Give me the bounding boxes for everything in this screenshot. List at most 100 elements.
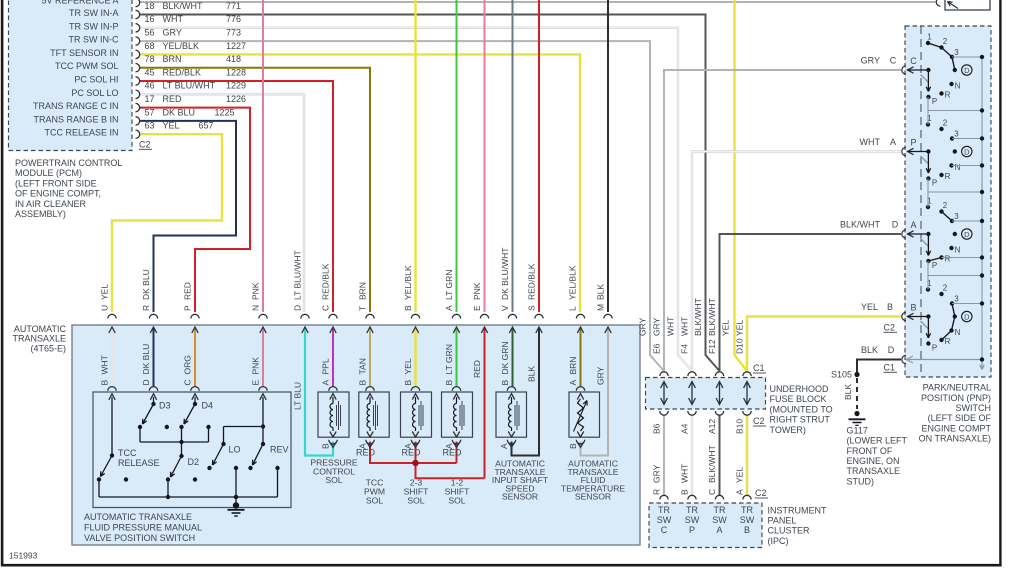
svg-text:B: B [500,380,510,386]
svg-text:A: A [716,525,722,535]
svg-text:ORG: ORG [182,355,192,374]
svg-text:C2: C2 [755,488,767,498]
svg-text:TCC: TCC [118,448,137,458]
svg-text:AUTOMATIC: AUTOMATIC [14,324,67,334]
svg-text:1: 1 [927,197,932,206]
svg-text:VALVE POSITION SWITCH: VALVE POSITION SWITCH [84,533,195,543]
svg-text:B: B [403,380,413,386]
svg-text:SOL: SOL [366,496,383,506]
svg-text:BRN: BRN [163,54,182,64]
svg-text:18: 18 [145,1,155,11]
svg-text:N: N [250,305,260,311]
svg-text:SENSOR: SENSOR [502,492,538,502]
svg-text:D: D [892,220,899,230]
svg-text:TR: TR [686,505,698,515]
svg-text:YEL: YEL [403,358,413,374]
svg-text:TAN: TAN [357,358,367,374]
svg-text:WHT: WHT [679,464,689,483]
svg-text:B: B [910,303,916,313]
svg-text:A4: A4 [679,423,689,434]
svg-text:GRY: GRY [637,317,647,336]
svg-text:(LEFT FRONT SIDE: (LEFT FRONT SIDE [15,178,97,188]
svg-text:776: 776 [226,14,241,24]
svg-text:POWERTRAIN CONTROL: POWERTRAIN CONTROL [15,158,122,168]
svg-text:GRY: GRY [595,366,605,385]
svg-text:N: N [955,246,961,255]
svg-text:RED: RED [401,448,421,458]
svg-text:B: B [320,443,330,449]
svg-text:TR: TR [741,505,753,515]
svg-text:RED/BLK: RED/BLK [526,263,536,300]
svg-text:STUD): STUD) [847,476,875,486]
svg-text:ENGINE COMPT: ENGINE COMPT [921,423,991,433]
svg-text:P: P [182,305,192,311]
svg-text:(LOWER LEFT: (LOWER LEFT [847,436,908,446]
svg-text:TR: TR [658,505,670,515]
svg-text:FLUID: FLUID [581,475,606,485]
svg-text:1225: 1225 [215,107,235,117]
svg-text:YEL: YEL [734,467,744,483]
svg-text:PC SOL LO: PC SOL LO [71,88,118,98]
svg-text:YEL: YEL [734,320,744,336]
svg-text:D: D [964,66,970,75]
svg-text:YEL: YEL [720,320,730,336]
svg-text:A: A [890,137,896,147]
svg-text:D10: D10 [734,338,744,354]
svg-text:BLK/WHT: BLK/WHT [707,298,717,336]
svg-text:D: D [964,230,970,239]
svg-text:C2: C2 [884,323,896,333]
svg-text:SW: SW [685,515,700,525]
svg-text:TOWER): TOWER) [770,425,806,435]
svg-text:PC SOL HI: PC SOL HI [74,75,118,85]
svg-text:C: C [182,379,192,385]
svg-text:5V REFERENCE A: 5V REFERENCE A [41,0,118,6]
svg-text:A: A [444,305,454,311]
svg-text:P: P [689,525,695,535]
svg-text:PNK: PNK [250,357,260,375]
svg-text:OF ENGINE COMPT,: OF ENGINE COMPT, [15,189,101,199]
svg-text:TR SW IN-P: TR SW IN-P [69,21,119,31]
svg-text:MODULE (PCM): MODULE (PCM) [15,168,82,178]
svg-text:B: B [887,302,893,312]
svg-text:B: B [444,380,454,386]
svg-text:57: 57 [145,107,155,117]
svg-text:BLK: BLK [595,284,605,300]
svg-text:2: 2 [943,284,948,293]
svg-text:SW: SW [657,515,672,525]
svg-text:1226: 1226 [226,94,246,104]
svg-text:TR SW IN-A: TR SW IN-A [69,8,119,18]
svg-text:E6: E6 [651,343,661,354]
svg-text:2: 2 [943,201,948,210]
svg-text:GRY: GRY [651,464,661,483]
svg-text:BLK: BLK [526,366,536,382]
svg-text:657: 657 [199,121,214,131]
svg-text:A: A [357,443,367,449]
svg-text:B: B [568,443,578,449]
svg-text:WHT: WHT [163,14,184,24]
svg-text:E: E [250,380,260,386]
svg-text:B: B [744,525,750,535]
svg-text:1227: 1227 [226,41,246,51]
svg-text:1: 1 [927,279,932,288]
svg-text:D: D [292,305,302,311]
svg-text:N: N [955,163,961,172]
svg-text:46: 46 [145,81,155,91]
svg-text:SW: SW [740,515,755,525]
svg-text:SHIFT: SHIFT [404,487,430,497]
svg-text:GRY: GRY [163,28,182,38]
svg-text:ASSEMBLY): ASSEMBLY) [15,209,66,219]
svg-text:TRANSAXLE: TRANSAXLE [12,334,66,344]
svg-text:B: B [403,305,413,311]
svg-text:56: 56 [145,28,155,38]
svg-text:A: A [403,443,413,449]
svg-text:SPEED: SPEED [505,483,534,493]
svg-text:N: N [955,82,961,91]
svg-text:B10: B10 [734,419,744,434]
svg-text:BRN: BRN [357,282,367,300]
svg-text:RED/BLK: RED/BLK [320,263,330,300]
svg-text:17: 17 [145,94,155,104]
svg-text:SOL: SOL [448,496,465,506]
svg-text:TRANS RANGE B IN: TRANS RANGE B IN [33,114,118,124]
svg-text:GRY: GRY [651,317,661,336]
svg-text:BLK: BLK [843,384,853,400]
